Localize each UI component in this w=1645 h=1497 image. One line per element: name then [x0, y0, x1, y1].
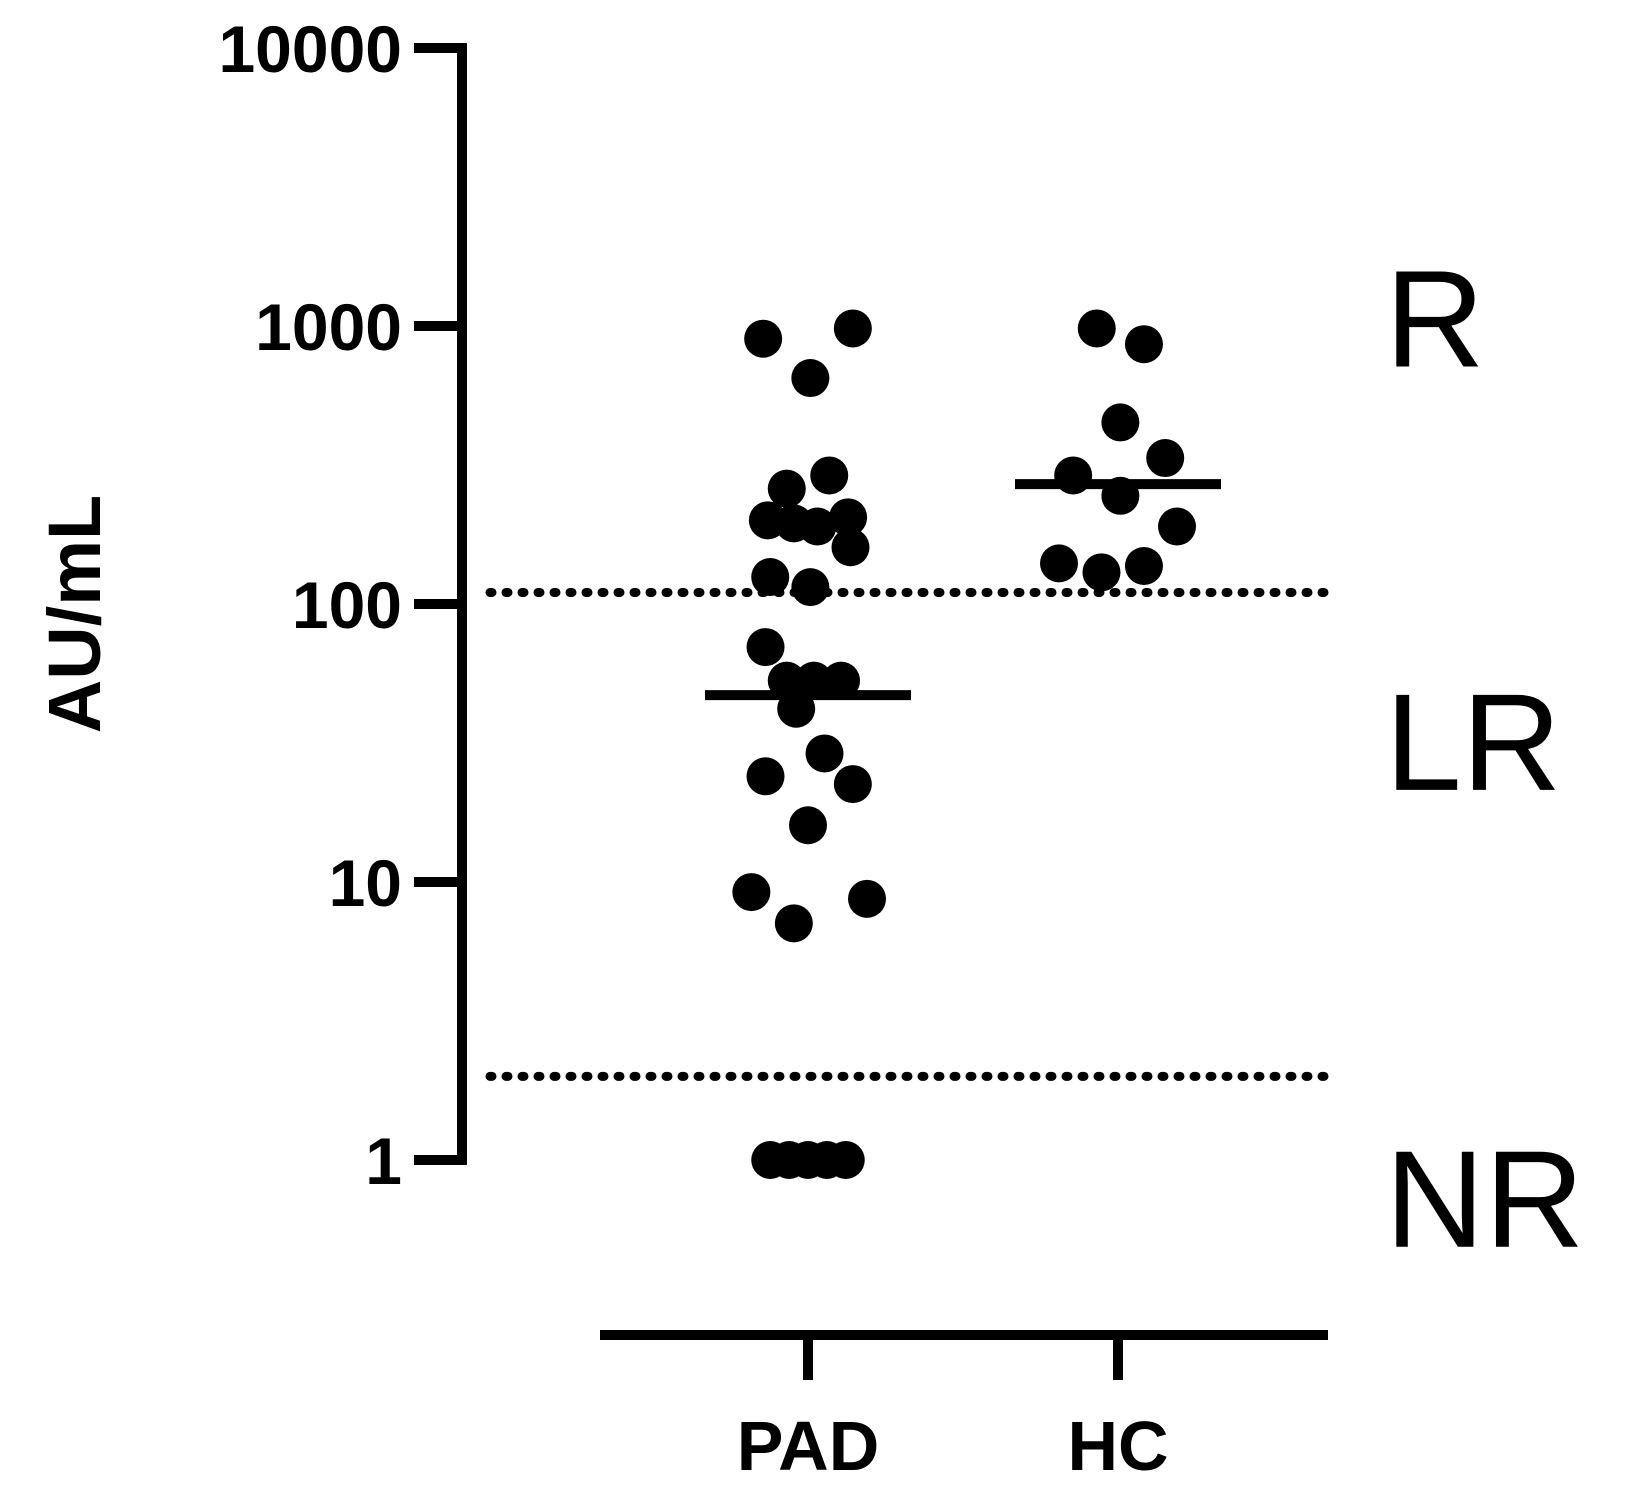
- data-point-PAD-22: [848, 879, 886, 918]
- data-point-PAD-21: [732, 873, 771, 912]
- labels: AU/mL R LR NR: [33, 242, 1584, 1276]
- data-point-PAD-9: [831, 528, 870, 567]
- data-point-PAD-11: [791, 568, 830, 607]
- data-point-PAD-15: [822, 661, 861, 700]
- data-point-PAD-10: [751, 558, 790, 597]
- x-tick-label-PAD: PAD: [737, 1407, 880, 1485]
- y-axis-title: AU/mL: [33, 495, 116, 733]
- data-point-PAD-17: [805, 734, 844, 773]
- y-axis: 1 10 100 1000 10000: [218, 12, 467, 1198]
- x-tick-label-HC: HC: [1067, 1407, 1168, 1485]
- data-point-PAD-3: [810, 456, 849, 495]
- data-point-PAD-2: [791, 359, 830, 398]
- data-point-HC-0: [1077, 309, 1116, 348]
- data-point-PAD-28: [826, 1141, 865, 1179]
- x-axis: PAD HC: [600, 1330, 1328, 1485]
- y-tick-label-10: 10: [329, 846, 402, 920]
- region-label-LR: LR: [1385, 666, 1561, 820]
- data-point-PAD-7: [798, 507, 837, 546]
- data-point-HC-5: [1101, 476, 1140, 515]
- data-point-PAD-1: [833, 309, 872, 348]
- y-tick-label-10000: 10000: [218, 12, 402, 86]
- reference-lines: [485, 587, 1335, 1081]
- region-label-R: R: [1385, 242, 1485, 396]
- y-tick-label-1000: 1000: [255, 290, 402, 364]
- data-point-PAD-14: [794, 661, 833, 700]
- data-point-HC-3: [1146, 439, 1185, 478]
- data-point-PAD-12: [746, 628, 785, 667]
- data-point-HC-8: [1082, 553, 1121, 592]
- data-point-PAD-8: [829, 498, 868, 537]
- data-points: [732, 309, 1196, 1179]
- data-point-PAD-23: [774, 904, 813, 943]
- y-tick-label-1: 1: [365, 1124, 402, 1198]
- data-point-PAD-16: [777, 689, 816, 728]
- data-point-PAD-4: [767, 469, 806, 508]
- data-point-PAD-19: [833, 765, 872, 804]
- data-point-HC-9: [1124, 546, 1163, 585]
- data-point-PAD-20: [789, 806, 827, 845]
- data-point-HC-7: [1040, 544, 1078, 583]
- y-tick-label-100: 100: [292, 568, 402, 642]
- data-point-PAD-18: [746, 757, 785, 796]
- data-point-PAD-0: [744, 319, 783, 358]
- data-point-HC-6: [1158, 507, 1196, 546]
- data-point-HC-2: [1101, 403, 1140, 442]
- data-point-HC-4: [1054, 456, 1093, 495]
- region-label-NR: NR: [1385, 1123, 1584, 1277]
- data-point-HC-1: [1124, 325, 1163, 364]
